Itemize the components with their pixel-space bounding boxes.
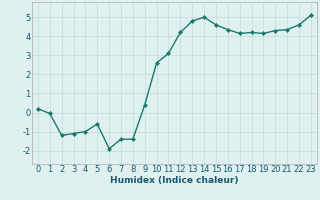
X-axis label: Humidex (Indice chaleur): Humidex (Indice chaleur) [110, 176, 239, 185]
